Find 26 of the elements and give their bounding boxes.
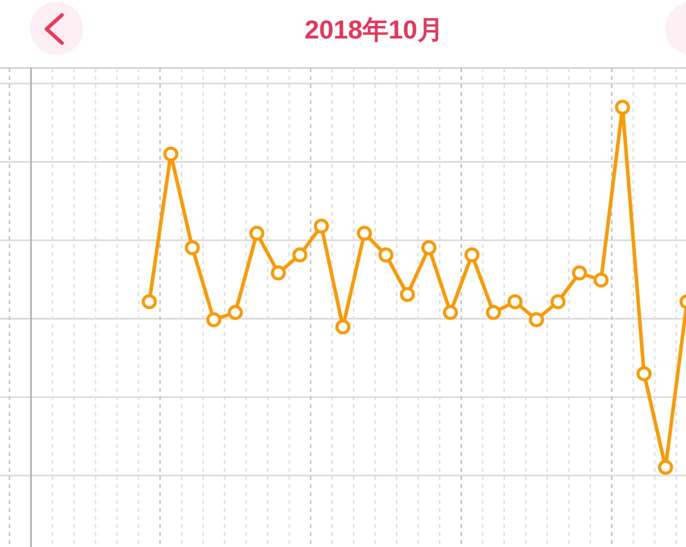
- point: [636, 366, 652, 382]
- point: [292, 247, 308, 262]
- point: [615, 100, 630, 115]
- point: [356, 226, 372, 241]
- point: [658, 460, 674, 475]
- point: [206, 312, 222, 328]
- point: [464, 247, 480, 262]
- point: [507, 294, 522, 310]
- point: [550, 294, 566, 310]
- point: [528, 312, 544, 328]
- point: [270, 265, 286, 280]
- point: [378, 247, 394, 262]
- point: [314, 218, 329, 234]
- title: 2018年10月: [304, 14, 444, 44]
- point: [486, 305, 501, 320]
- point: [142, 294, 157, 310]
- point: [400, 287, 415, 302]
- point: [335, 319, 350, 334]
- point: [249, 226, 264, 241]
- point: [442, 305, 458, 320]
- point: [228, 305, 243, 320]
- point: [163, 146, 178, 162]
- point: [572, 265, 588, 280]
- point: [421, 240, 436, 256]
- point: [184, 240, 200, 256]
- point: [594, 272, 609, 288]
